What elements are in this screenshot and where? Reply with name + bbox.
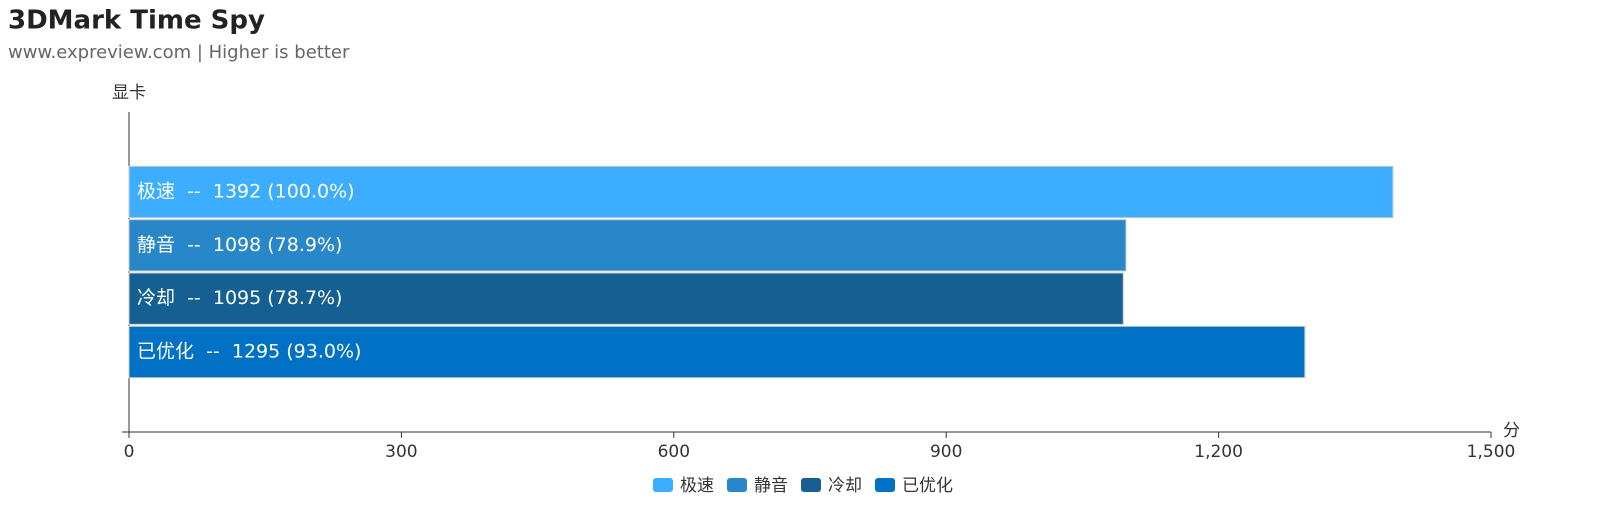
- data-label: 极速 -- 1392 (100.0%): [137, 181, 355, 203]
- x-tick-label: 600: [658, 442, 690, 462]
- x-axis-label: 分: [1503, 421, 1520, 441]
- x-tick-label: 0: [124, 442, 135, 462]
- bar: [128, 165, 1394, 219]
- legend-label: 极速: [680, 476, 714, 496]
- legend-label: 静音: [754, 476, 788, 496]
- x-tick-label: 1,200: [1194, 442, 1243, 462]
- data-label: 冷却 -- 1095 (78.7%): [137, 287, 342, 309]
- data-label: 已优化 -- 1295 (93.0%): [137, 341, 361, 363]
- x-tick-label: 1,500: [1467, 442, 1516, 462]
- bar: [128, 325, 1306, 379]
- bar: [128, 219, 1127, 272]
- legend-swatch[interactable]: [653, 478, 673, 492]
- legend-label: 已优化: [902, 476, 953, 496]
- legend-swatch[interactable]: [727, 478, 747, 492]
- x-tick-label: 900: [930, 442, 962, 462]
- legend-swatch[interactable]: [801, 478, 821, 492]
- y-axis-label: 显卡: [112, 83, 146, 103]
- chart-title: 3DMark Time Spy: [8, 6, 265, 36]
- chart-subtitle: www.expreview.com | Higher is better: [8, 42, 350, 63]
- x-tick-label: 300: [385, 442, 417, 462]
- data-label: 静音 -- 1098 (78.9%): [137, 234, 342, 256]
- legend-swatch[interactable]: [875, 478, 895, 492]
- legend-label: 冷却: [828, 476, 862, 496]
- bar: [128, 272, 1124, 325]
